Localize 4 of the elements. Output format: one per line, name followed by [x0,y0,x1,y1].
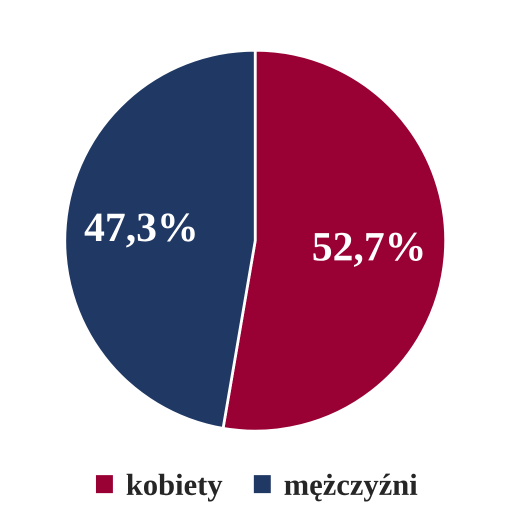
data-label: 52,7% [313,232,422,267]
legend-label: mężczyźni [284,474,418,502]
data-label: 47,3% [84,213,195,248]
legend-label: kobiety [126,474,222,502]
